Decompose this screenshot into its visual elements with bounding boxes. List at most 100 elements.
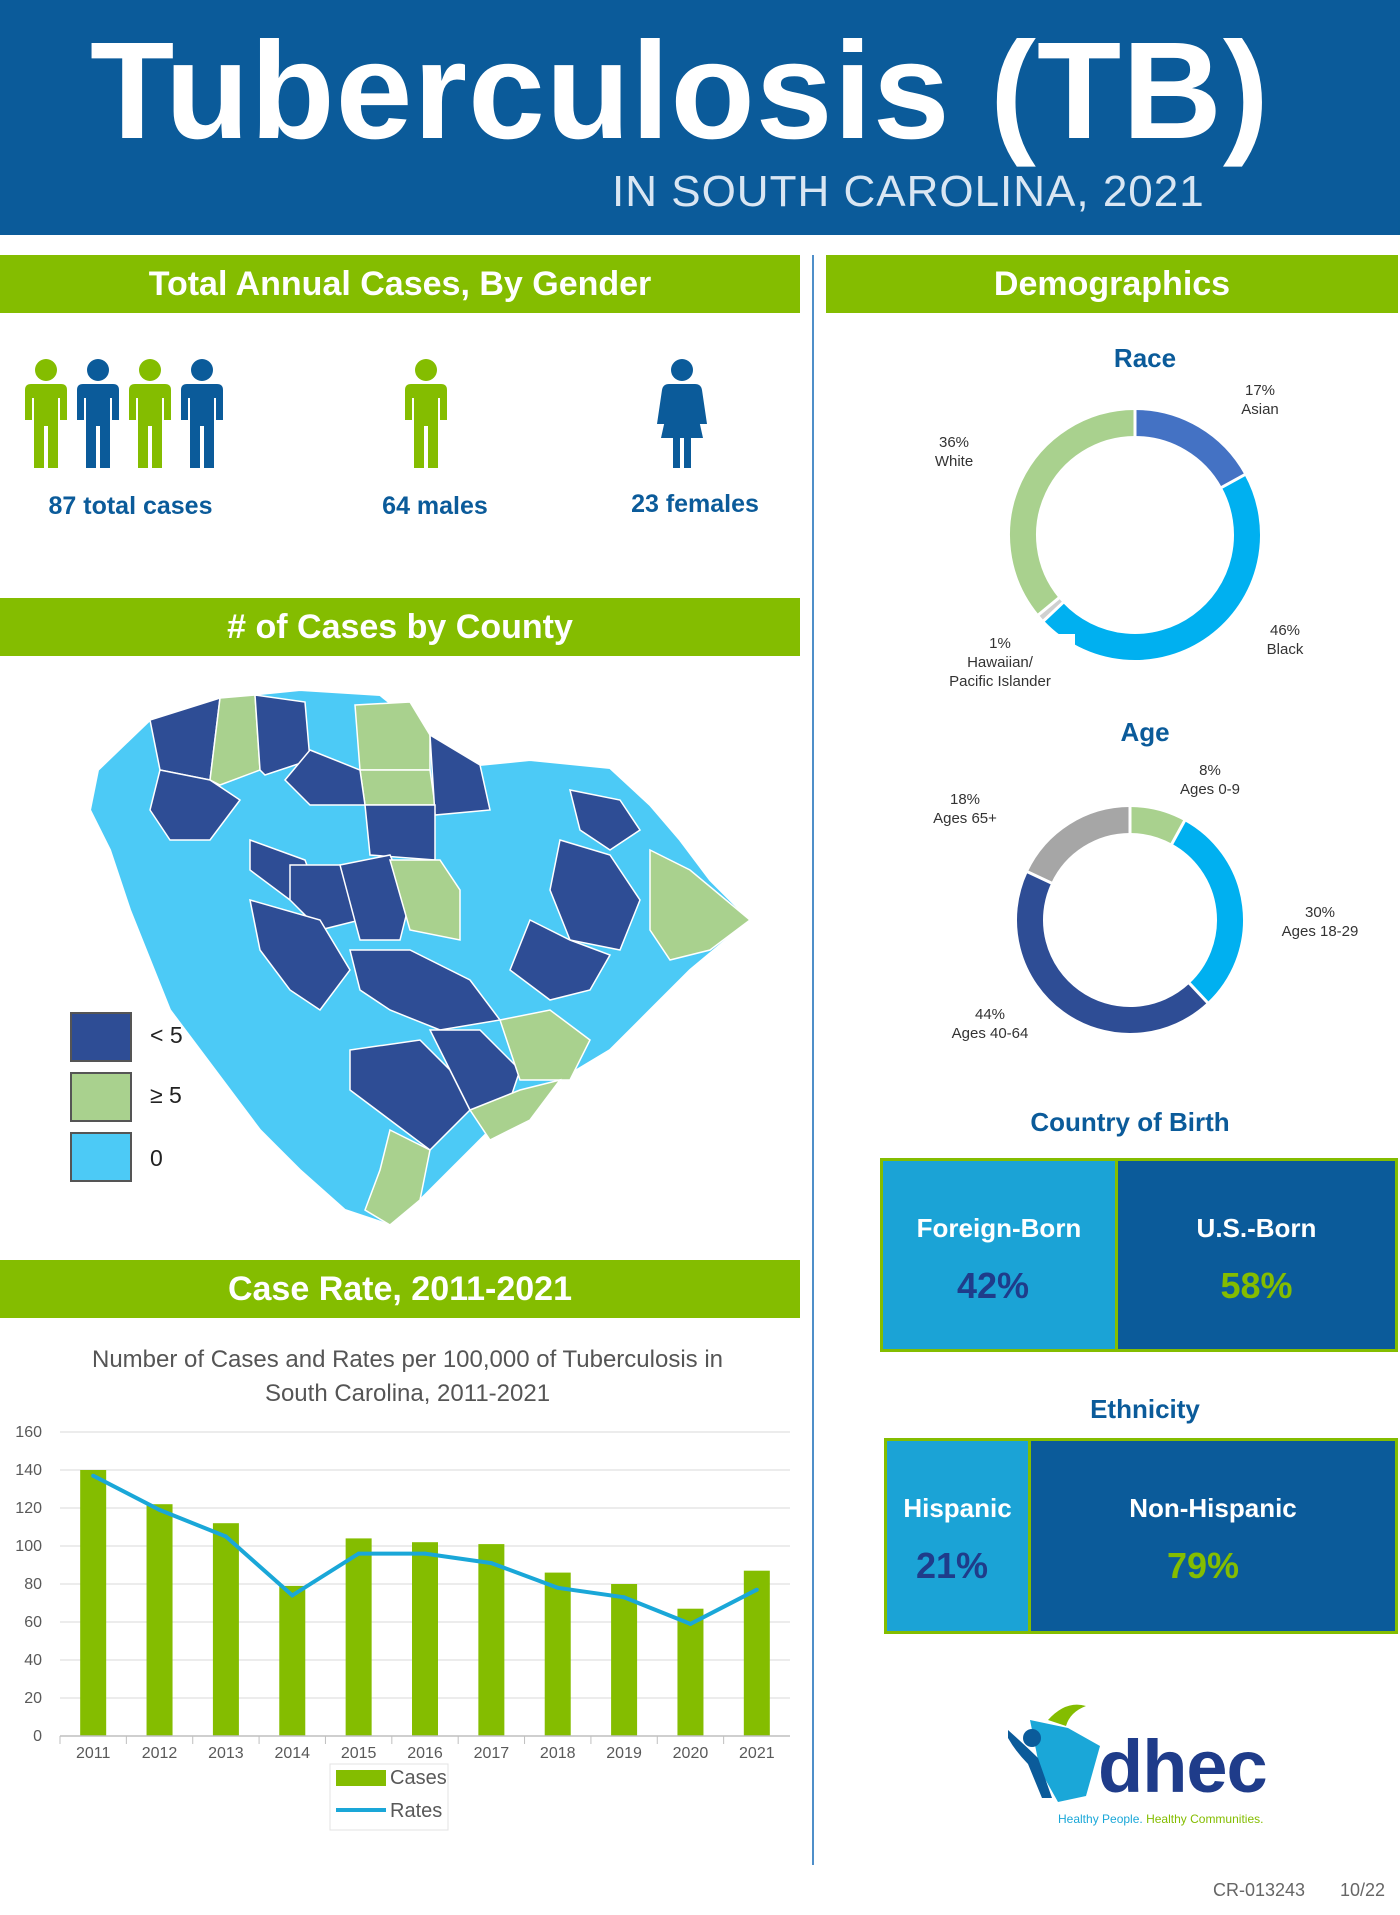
us-born-cell bbox=[1118, 1161, 1395, 1349]
foreign-born-pct: 42% bbox=[956, 1265, 1030, 1306]
bar-2016 bbox=[412, 1542, 438, 1736]
y-tick-label: 140 bbox=[15, 1462, 42, 1479]
bar-2015 bbox=[345, 1538, 372, 1736]
birth-box: Foreign-Born 42% U.S.-Born 58% bbox=[880, 1158, 1398, 1352]
x-tick-label: 2020 bbox=[673, 1745, 709, 1762]
county-heading: # of Cases by County bbox=[0, 598, 800, 656]
rate-point-2015 bbox=[356, 1551, 361, 1556]
hispanic-cell bbox=[887, 1441, 1028, 1631]
race-slice-black bbox=[1043, 474, 1260, 660]
rate-point-2017 bbox=[489, 1561, 494, 1566]
x-tick-label: 2016 bbox=[407, 1745, 443, 1762]
total-cases-people-icon bbox=[25, 359, 223, 468]
hispanic-pct: 21% bbox=[915, 1545, 989, 1586]
bar-2014 bbox=[279, 1585, 306, 1736]
age-slice-ages-40-64 bbox=[1017, 871, 1208, 1033]
legend-cases-swatch bbox=[336, 1770, 386, 1786]
age-slice-ages-65- bbox=[1027, 807, 1131, 884]
ethnicity-title: Ethnicity bbox=[1090, 1394, 1200, 1424]
rate-point-2019 bbox=[622, 1595, 627, 1600]
case-rate-heading: Case Rate, 2011-2021 bbox=[0, 1260, 800, 1318]
race-slice-white bbox=[1010, 410, 1136, 615]
bar-2019 bbox=[611, 1584, 638, 1736]
x-tick-label: 2017 bbox=[474, 1745, 510, 1762]
race-separator bbox=[1042, 600, 1065, 623]
female-icon bbox=[657, 359, 707, 468]
rate-point-2011 bbox=[91, 1473, 96, 1478]
sc-county-map bbox=[90, 690, 752, 1227]
legend-rates-label: Rates bbox=[390, 1800, 442, 1822]
race-title: Race bbox=[1113, 343, 1177, 373]
x-tick-label: 2012 bbox=[142, 1745, 178, 1762]
dhec-logo-text: dhec bbox=[1098, 1725, 1268, 1808]
race-separator bbox=[1220, 472, 1247, 490]
rate-point-2012 bbox=[157, 1507, 162, 1512]
y-tick-label: 80 bbox=[24, 1576, 42, 1593]
page-subtitle: IN SOUTH CAROLINA, 2021 bbox=[612, 167, 1205, 216]
total-cases-label: 87 total cases bbox=[48, 492, 213, 520]
footer-code: CR-013243 bbox=[1213, 1880, 1306, 1900]
legend-swatch-ge5 bbox=[70, 1072, 132, 1122]
header-banner bbox=[0, 0, 1400, 235]
age-separator bbox=[1170, 819, 1187, 846]
race-label-black: 46% Black bbox=[1245, 621, 1325, 659]
y-tick-label: 120 bbox=[15, 1500, 42, 1517]
footer-date: 10/22 bbox=[1340, 1880, 1386, 1900]
non-hispanic-label: Non-Hispanic bbox=[1129, 1493, 1297, 1523]
tagline-part-2: Healthy Communities. bbox=[1146, 1812, 1264, 1826]
females-label: 23 females bbox=[631, 490, 759, 518]
rate-point-2020 bbox=[688, 1621, 693, 1626]
bar-2020 bbox=[677, 1608, 704, 1736]
bar-2021 bbox=[743, 1570, 770, 1736]
hispanic-label: Hispanic bbox=[903, 1493, 1012, 1523]
chart-title-line-2: South Carolina, 2011-2021 bbox=[264, 1380, 551, 1407]
age-slice-ages-18-29 bbox=[1171, 820, 1243, 1003]
gender-heading: Total Annual Cases, By Gender bbox=[0, 255, 800, 313]
y-tick-label: 100 bbox=[15, 1538, 42, 1555]
y-tick-label: 60 bbox=[24, 1614, 42, 1631]
rate-point-2021 bbox=[754, 1587, 759, 1592]
foreign-born-cell bbox=[883, 1161, 1115, 1349]
x-tick-label: 2019 bbox=[606, 1745, 642, 1762]
race-label-asian: 17% Asian bbox=[1220, 381, 1300, 419]
case-rate-chart: 0 20 40 60 80 100 120 140 160 2011 2012 2013 2014 201… bbox=[15, 1424, 790, 1831]
race-label-hawaiian: 1% Hawaiian/Pacific Islander bbox=[925, 634, 1075, 691]
us-born-label: U.S.-Born bbox=[1196, 1213, 1317, 1243]
males-label: 64 males bbox=[382, 492, 488, 520]
y-tick-label: 20 bbox=[24, 1690, 42, 1707]
column-divider bbox=[812, 255, 814, 1865]
x-tick-label: 2011 bbox=[76, 1745, 111, 1762]
y-tick-label: 160 bbox=[15, 1424, 42, 1441]
age-slice-ages-0-9 bbox=[1129, 807, 1185, 844]
dhec-tagline: Healthy People. Healthy Communities. bbox=[1058, 1812, 1263, 1826]
x-tick-label: 2014 bbox=[274, 1745, 310, 1762]
y-tick-label: 0 bbox=[33, 1728, 42, 1745]
rate-point-2018 bbox=[555, 1585, 560, 1590]
x-tick-label: 2021 bbox=[739, 1745, 775, 1762]
x-tick-label: 2015 bbox=[341, 1745, 377, 1762]
tagline-part-1: Healthy People. bbox=[1058, 1812, 1143, 1826]
bar-2011 bbox=[80, 1470, 107, 1736]
ethnicity-cell-divider bbox=[1028, 1441, 1031, 1631]
race-label-white: 36% White bbox=[914, 433, 994, 471]
us-born-pct: 58% bbox=[1220, 1265, 1293, 1306]
male-icon bbox=[405, 359, 447, 468]
legend-label-ge5: ≥ 5 bbox=[150, 1082, 182, 1108]
age-label-40-64: 44% Ages 40-64 bbox=[935, 1005, 1045, 1043]
birth-cell-divider bbox=[1115, 1161, 1118, 1349]
bar-2018 bbox=[544, 1572, 571, 1736]
non-hispanic-cell bbox=[1031, 1441, 1395, 1631]
y-tick-label: 40 bbox=[24, 1652, 42, 1669]
race-donut-chart bbox=[1010, 409, 1260, 660]
ethnicity-box: Hispanic 21% Non-Hispanic 79% bbox=[884, 1438, 1398, 1634]
x-tick-label: 2018 bbox=[540, 1745, 576, 1762]
rate-point-2014 bbox=[290, 1593, 295, 1598]
foreign-born-label: Foreign-Born bbox=[916, 1213, 1082, 1243]
age-title: Age bbox=[1120, 717, 1170, 747]
dhec-logo-mark bbox=[1008, 1704, 1100, 1802]
age-donut-chart bbox=[1017, 806, 1243, 1033]
legend-label-lt5: < 5 bbox=[150, 1022, 183, 1048]
race-separator bbox=[1036, 596, 1061, 617]
birth-title: Country of Birth bbox=[1030, 1107, 1230, 1137]
legend-swatch-lt5 bbox=[70, 1012, 132, 1062]
